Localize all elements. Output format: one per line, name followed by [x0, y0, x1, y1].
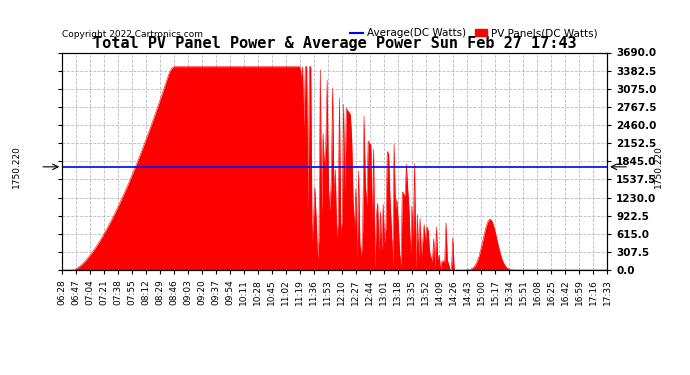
Legend: Average(DC Watts), PV Panels(DC Watts): Average(DC Watts), PV Panels(DC Watts): [346, 24, 602, 42]
Text: Copyright 2022 Cartronics.com: Copyright 2022 Cartronics.com: [62, 30, 203, 39]
Text: 1750.220: 1750.220: [12, 146, 21, 188]
Text: 1750.220: 1750.220: [653, 146, 662, 188]
Title: Total PV Panel Power & Average Power Sun Feb 27 17:43: Total PV Panel Power & Average Power Sun…: [93, 36, 576, 51]
